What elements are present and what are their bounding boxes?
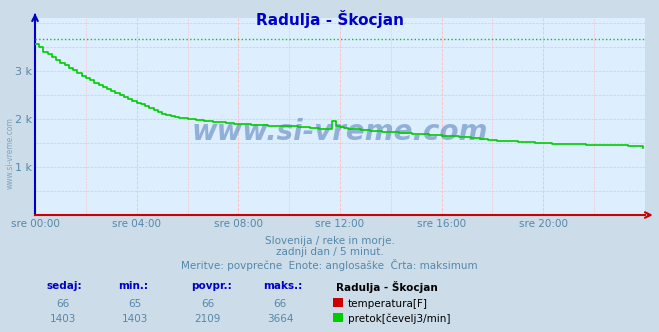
Text: www.si-vreme.com: www.si-vreme.com [5, 117, 14, 189]
Text: pretok[čevelj3/min]: pretok[čevelj3/min] [348, 314, 451, 324]
Text: 66: 66 [273, 299, 287, 309]
Text: 65: 65 [129, 299, 142, 309]
Text: Slovenija / reke in morje.: Slovenija / reke in morje. [264, 236, 395, 246]
Text: 3664: 3664 [267, 314, 293, 324]
Text: Radulja - Škocjan: Radulja - Škocjan [336, 281, 438, 292]
Text: min.:: min.: [119, 281, 149, 290]
Text: Meritve: povprečne  Enote: anglosaške  Črta: maksimum: Meritve: povprečne Enote: anglosaške Črt… [181, 259, 478, 271]
Text: 1403: 1403 [49, 314, 76, 324]
Text: www.si-vreme.com: www.si-vreme.com [192, 118, 488, 146]
Text: povpr.:: povpr.: [191, 281, 232, 290]
Text: Radulja - Škocjan: Radulja - Škocjan [256, 10, 403, 28]
Text: sedaj:: sedaj: [46, 281, 82, 290]
Text: 66: 66 [201, 299, 214, 309]
Text: maks.:: maks.: [264, 281, 303, 290]
Text: temperatura[F]: temperatura[F] [348, 299, 428, 309]
Text: 1403: 1403 [122, 314, 148, 324]
Text: 2109: 2109 [194, 314, 221, 324]
Text: zadnji dan / 5 minut.: zadnji dan / 5 minut. [275, 247, 384, 257]
Text: 66: 66 [56, 299, 69, 309]
